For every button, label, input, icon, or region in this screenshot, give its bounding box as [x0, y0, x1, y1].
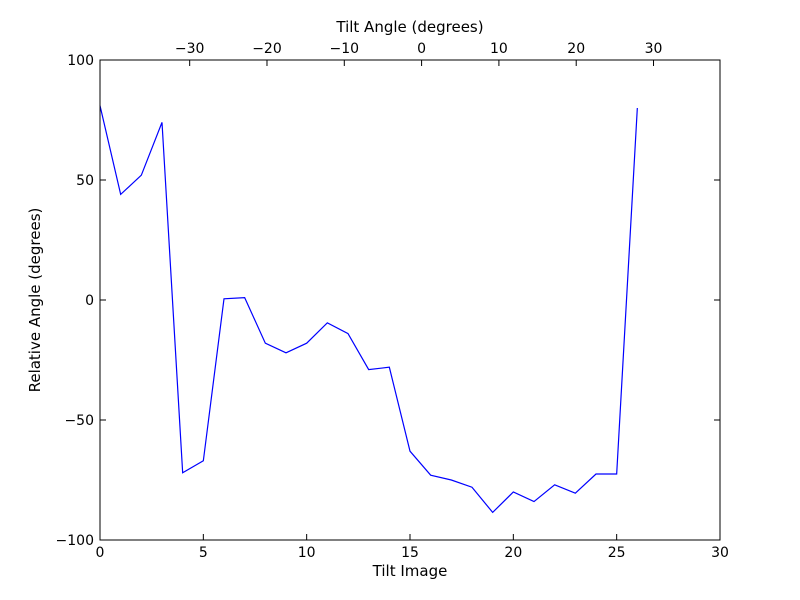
y-tick-label: −50 [64, 413, 94, 429]
x-tick-label: 30 [711, 545, 729, 561]
top-tick-label: 30 [645, 41, 663, 57]
plot-layer [99, 105, 638, 514]
tick-layer: 0 5 10 15 20 25 30−30 −20 −10 0 10 20 30−100−5005010… [56, 41, 729, 561]
y-tick-label: −100 [56, 533, 94, 549]
x-tick-label: 20 [504, 545, 522, 561]
x-tick-label: 0 [96, 545, 105, 561]
y-axis-title: Relative Angle (degrees) [26, 208, 44, 393]
x-tick-label: 25 [608, 545, 626, 561]
x-tick-label: 5 [199, 545, 208, 561]
x-tick-label: 10 [298, 545, 316, 561]
top-tick-label: −30 [175, 41, 205, 57]
data-series-line [99, 105, 638, 514]
top-tick-label: 0 [417, 41, 426, 57]
y-tick-label: 100 [67, 53, 94, 69]
top-tick-label: 20 [567, 41, 585, 57]
x-axis-title: Tilt Image [372, 562, 448, 580]
top-tick-label: −10 [330, 41, 360, 57]
top-tick-label: −20 [252, 41, 282, 57]
x-tick-label: 15 [401, 545, 419, 561]
top-axis-title: Tilt Angle (degrees) [335, 18, 483, 36]
y-tick-label: 0 [85, 293, 94, 309]
top-tick-label: 10 [490, 41, 508, 57]
y-tick-label: 50 [76, 173, 94, 189]
